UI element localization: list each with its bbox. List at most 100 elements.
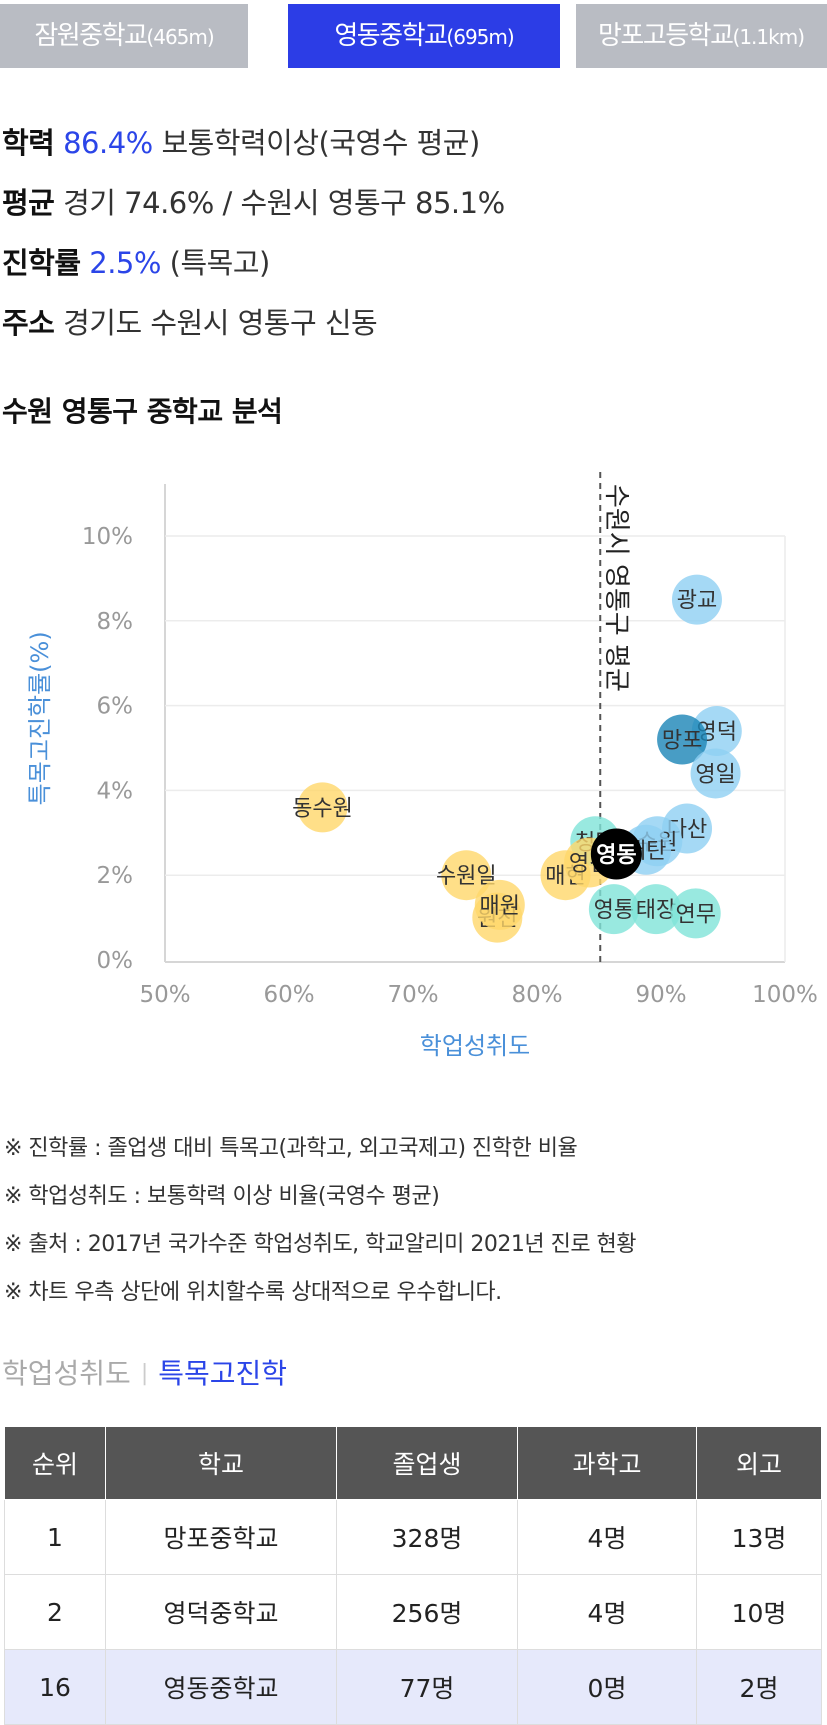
- subtab-separator: |: [140, 1361, 149, 1386]
- header-school: 학교: [105, 1426, 337, 1500]
- advancement-label: 진학률: [2, 246, 81, 280]
- school-point: 망포: [657, 714, 708, 765]
- y-tick-label: 8%: [97, 609, 134, 635]
- table-header-row: 순위 학교 졸업생 과학고 외고: [4, 1426, 822, 1500]
- header-rank: 순위: [4, 1426, 106, 1500]
- tab-name: 잠원중학교: [34, 21, 148, 51]
- y-axis-label: 특목고진학률(%): [26, 631, 54, 805]
- cell-graduates: 256명: [336, 1574, 518, 1650]
- cell-rank: 16: [4, 1649, 106, 1725]
- header-graduates: 졸업생: [336, 1426, 518, 1500]
- advancement-value: 2.5%: [89, 246, 161, 280]
- advancement-line: 진학률 2.5% (특목고): [2, 240, 270, 282]
- point-marker: [670, 888, 721, 939]
- cell-science: 0명: [517, 1649, 697, 1725]
- point-marker: [297, 782, 348, 833]
- ranking-table: 순위 학교 졸업생 과학고 외고 1 망포중학교 328명 4명 13명 2 영…: [4, 1426, 822, 1725]
- x-tick-label: 50%: [139, 982, 190, 1008]
- advancement-desc: (특목고): [169, 246, 271, 280]
- section-title: 수원 영통구 중학교 분석: [2, 395, 283, 428]
- cell-rank: 1: [4, 1499, 106, 1575]
- cell-school: 망포중학교: [105, 1499, 337, 1575]
- x-tick-label: 60%: [263, 982, 314, 1008]
- note-line: ※ 출처 : 2017년 국가수준 학업성취도, 학교알리미 2021년 진로 …: [4, 1232, 637, 1257]
- x-tick-label: 70%: [387, 982, 438, 1008]
- cell-foreign: 10명: [696, 1574, 822, 1650]
- x-tick-label: 90%: [635, 982, 686, 1008]
- cell-science: 4명: [517, 1574, 697, 1650]
- school-point: 동수원: [292, 782, 353, 833]
- table-row-current-school: 16 영동중학교 77명 0명 2명: [4, 1649, 822, 1725]
- cell-graduates: 77명: [336, 1649, 518, 1725]
- achievement-value: 86.4%: [63, 126, 153, 160]
- school-point: 영동: [590, 828, 642, 880]
- chart-points: 광교영덕망포영일다산수원매탄청명영통태장연무동수원수원일원천매원매현영신영동: [292, 574, 742, 943]
- point-label: 광교: [677, 589, 717, 614]
- school-point: 광교: [671, 574, 722, 625]
- tab-yeongdong-middle[interactable]: 영동중학교(695m): [288, 4, 560, 68]
- point-label: 매원: [480, 894, 520, 919]
- average-text: 경기 74.6% / 수원시 영통구 85.1%: [63, 186, 505, 220]
- school-point: 수원일: [436, 850, 497, 901]
- point-label: 영동: [596, 843, 636, 868]
- cell-foreign: 13명: [696, 1499, 822, 1575]
- average-line-label: 수원시 영통구 평균: [601, 484, 631, 692]
- subtab-special-high[interactable]: 특목고진학: [158, 1357, 288, 1390]
- point-marker: [590, 828, 642, 880]
- note-line: ※ 차트 우측 상단에 위치할수록 상대적으로 우수합니다.: [4, 1280, 502, 1305]
- cell-rank: 2: [4, 1574, 106, 1650]
- tab-distance: (1.1km): [732, 25, 805, 49]
- table-row: 1 망포중학교 328명 4명 13명: [4, 1499, 822, 1575]
- address-text: 경기도 수원시 영통구 신동: [63, 306, 378, 340]
- y-tick-label: 10%: [82, 524, 133, 550]
- header-science-high: 과학고: [517, 1426, 697, 1500]
- y-tick-label: 2%: [97, 863, 134, 889]
- x-tick-label: 100%: [752, 982, 818, 1008]
- cell-school: 영덕중학교: [105, 1574, 337, 1650]
- tab-mangpo-high[interactable]: 망포고등학교(1.1km): [576, 4, 827, 68]
- subtab-achievement[interactable]: 학업성취도: [2, 1357, 131, 1390]
- tab-name: 망포고등학교: [598, 21, 734, 51]
- point-marker: [631, 884, 682, 935]
- point-label: 망포: [662, 729, 702, 754]
- cell-graduates: 328명: [336, 1499, 518, 1575]
- point-marker: [588, 884, 639, 935]
- school-point: 매원: [474, 879, 525, 930]
- achievement-label: 학력: [2, 126, 55, 160]
- x-axis-label: 학업성취도: [420, 1032, 530, 1060]
- tab-distance: (465m): [146, 25, 214, 49]
- point-marker: [441, 850, 492, 901]
- y-tick-label: 4%: [97, 778, 134, 804]
- cell-school: 영동중학교: [105, 1649, 337, 1725]
- tab-jamwon-middle[interactable]: 잠원중학교(465m): [0, 4, 248, 68]
- point-marker: [671, 574, 722, 625]
- note-line: ※ 진학률 : 졸업생 대비 특목고(과학고, 외고국제고) 진학한 비율: [4, 1136, 578, 1161]
- point-marker: [474, 879, 525, 930]
- school-point: 영통: [588, 884, 639, 935]
- note-line: ※ 학업성취도 : 보통학력 이상 비율(국영수 평균): [4, 1184, 440, 1209]
- average-label: 평균: [2, 186, 55, 220]
- school-point: 태장: [631, 884, 682, 935]
- tab-name: 영동중학교: [334, 21, 448, 51]
- point-label: 태장: [636, 898, 676, 923]
- point-label: 연무: [675, 902, 715, 927]
- address-line: 주소 경기도 수원시 영통구 신동: [2, 300, 378, 342]
- school-tabs: 잠원중학교(465m) 영동중학교(695m) 망포고등학교(1.1km): [0, 4, 827, 72]
- table-row: 2 영덕중학교 256명 4명 10명: [4, 1574, 822, 1650]
- school-point: 영일: [690, 748, 741, 799]
- point-label: 영통: [594, 898, 634, 923]
- ranking-subtabs: 학업성취도 | 특목고진학: [2, 1352, 287, 1392]
- x-tick-label: 80%: [511, 982, 562, 1008]
- point-label: 동수원: [292, 796, 353, 821]
- achievement-line: 학력 86.4% 보통학력이상(국영수 평균): [2, 120, 480, 162]
- tab-distance: (695m): [446, 25, 514, 49]
- point-marker: [657, 714, 708, 765]
- average-line: 평균 경기 74.6% / 수원시 영통구 85.1%: [2, 180, 505, 222]
- achievement-desc: 보통학력이상(국영수 평균): [161, 126, 480, 160]
- y-tick-label: 6%: [97, 694, 134, 720]
- chart-ticks: 0% 2% 4% 6% 8% 10% 50% 60% 70% 80% 90% 100%: [82, 524, 818, 1008]
- cell-foreign: 2명: [696, 1649, 822, 1725]
- school-point: 연무: [670, 888, 721, 939]
- scatter-chart: 0% 2% 4% 6% 8% 10% 50% 60% 70% 80% 90% 100% 수원시 영통구…: [26, 472, 818, 1060]
- header-foreign-high: 외고: [696, 1426, 822, 1500]
